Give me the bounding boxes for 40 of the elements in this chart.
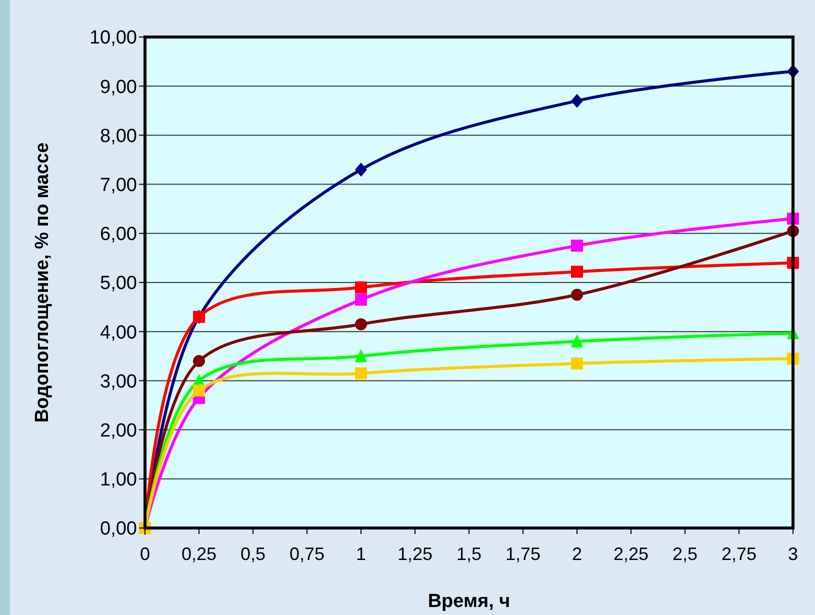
- y-tick-label: 2,00: [100, 420, 137, 442]
- point: [571, 266, 583, 278]
- point: [571, 358, 583, 370]
- x-tick-label: 0,5: [240, 544, 266, 564]
- point: [355, 162, 367, 177]
- x-tick-label: 1,75: [505, 544, 541, 564]
- y-tick-label: 8,00: [100, 126, 137, 147]
- point: [355, 281, 367, 294]
- point: [571, 334, 583, 348]
- point: [355, 294, 367, 306]
- x-axis-title: Время, ч: [428, 591, 510, 612]
- y-tick-label: 0,00: [100, 518, 137, 540]
- point: [193, 355, 205, 368]
- x-tick-label: 2: [572, 544, 582, 564]
- x-tick-label: 1: [356, 544, 366, 564]
- point: [571, 94, 583, 108]
- point: [571, 240, 583, 252]
- point: [355, 318, 367, 330]
- x-tick-label: 0: [140, 544, 150, 564]
- point: [571, 288, 583, 301]
- point: [355, 349, 367, 362]
- y-tick-label: 10,00: [89, 28, 137, 49]
- y-tick-label: 5,00: [100, 273, 137, 294]
- y-tick-label: 7,00: [100, 174, 137, 196]
- x-tick-label: 3: [788, 544, 798, 564]
- x-tick-label: 0,75: [289, 544, 325, 564]
- x-tick-label: 0,25: [181, 544, 217, 564]
- x-tick-label: 1,5: [456, 544, 482, 564]
- x-tick-label: 2,5: [672, 544, 698, 564]
- y-axis-title: Водопоглощение, % по массе: [32, 142, 53, 423]
- x-tick-label: 2,25: [613, 544, 649, 564]
- y-tick-label: 1,00: [100, 470, 137, 491]
- point: [193, 384, 205, 397]
- x-tick-label: 1,25: [397, 544, 433, 564]
- y-tick-label: 3,00: [100, 371, 137, 392]
- y-tick-label: 6,00: [100, 224, 137, 246]
- x-tick-label: 2,75: [721, 544, 757, 564]
- y-tick-label: 4,00: [100, 322, 137, 344]
- point: [355, 367, 367, 380]
- y-tick-label: 9,00: [100, 76, 137, 98]
